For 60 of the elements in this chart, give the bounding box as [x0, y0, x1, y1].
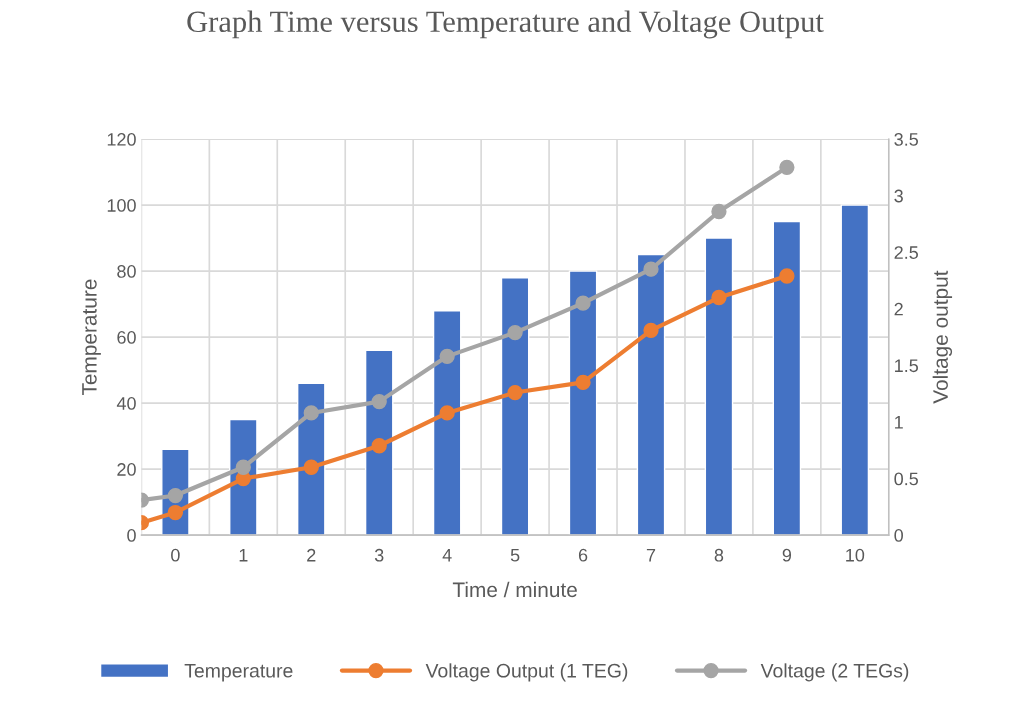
point: [575, 295, 591, 311]
y2-tick-label: 1: [895, 416, 903, 429]
bar: [704, 237, 734, 536]
y2-tick-label: 3: [894, 189, 903, 203]
bar: [840, 204, 870, 536]
point: [507, 384, 523, 401]
y2-axis-title: Voltage output: [932, 270, 953, 404]
point: [507, 324, 523, 341]
x-tick-label: 2: [307, 548, 316, 562]
y-tick-label: 100: [107, 199, 136, 212]
y2-tick-label: 2.5: [894, 246, 918, 259]
y-tick-label: 40: [116, 397, 136, 410]
point: [711, 289, 727, 306]
point: [371, 393, 387, 410]
y-tick-label: 120: [107, 133, 136, 146]
legend-label: Voltage (2 TEGs): [760, 663, 909, 682]
x-tick-label: 8: [714, 548, 724, 562]
point: [575, 374, 591, 391]
x-tick-label: 6: [578, 548, 588, 562]
bar: [568, 270, 598, 536]
y2-tick-label: 2: [894, 302, 903, 316]
y-tick-label: 0: [127, 529, 136, 542]
x-tick-label: 3: [374, 548, 384, 562]
point: [711, 203, 727, 220]
x-tick-label: 10: [846, 548, 865, 562]
x-tick-label: 1: [239, 549, 248, 562]
bar: [364, 349, 394, 536]
x-tick-label: 5: [510, 549, 520, 562]
y2-tick-label: 0.5: [894, 472, 918, 486]
point: [303, 405, 319, 421]
y2-tick-label: 0: [894, 529, 903, 542]
x-tick-label: 7: [646, 549, 656, 562]
point: [167, 504, 184, 521]
chart-title: Graph Time versus Temperature and Voltage Output: [187, 10, 824, 39]
x-tick-label: 0: [171, 548, 180, 562]
point: [439, 348, 455, 364]
y-tick-label: 60: [117, 331, 136, 344]
y-axis-title: Temperature: [82, 279, 101, 396]
x-axis-title: Time / minute: [452, 581, 577, 598]
x-tick-label: 9: [782, 548, 792, 562]
bar: [636, 253, 666, 536]
point: [643, 261, 659, 277]
x-tick-label: 4: [442, 549, 452, 562]
y-tick-label: 20: [117, 463, 136, 476]
y2-tick-label: 3.5: [894, 133, 918, 146]
bar: [432, 310, 462, 536]
point: [303, 459, 319, 475]
legend-label: Temperature: [184, 664, 293, 682]
point: [167, 487, 184, 504]
point: [779, 159, 795, 176]
legend-label: Voltage Output (1 TEG): [425, 663, 628, 682]
point: [643, 322, 659, 338]
point: [371, 438, 387, 454]
point: [439, 405, 455, 421]
y2-tick-label: 1.5: [895, 359, 918, 373]
point: [779, 268, 795, 284]
bar: [772, 220, 802, 536]
point: [235, 459, 251, 475]
y-tick-label: 80: [117, 265, 136, 278]
bar: [500, 277, 530, 536]
